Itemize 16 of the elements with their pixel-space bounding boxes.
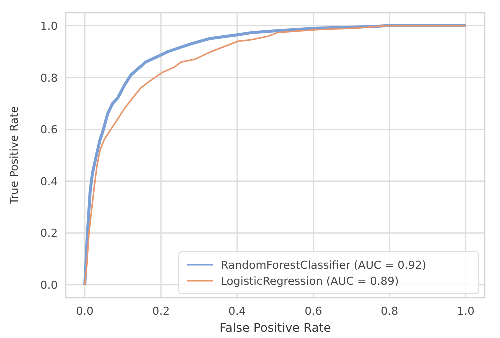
x-tick-label: 1.0 xyxy=(457,305,475,318)
y-tick-label: 0.8 xyxy=(40,72,58,85)
y-tick-label: 0.6 xyxy=(40,124,58,137)
legend-label: RandomForestClassifier (AUC = 0.92) xyxy=(221,259,427,272)
y-tick-label: 0.0 xyxy=(40,279,58,292)
x-tick-label: 0.2 xyxy=(152,305,170,318)
x-tick-label: 0.4 xyxy=(228,305,246,318)
legend-label: LogisticRegression (AUC = 0.89) xyxy=(221,275,400,288)
x-axis-title: False Positive Rate xyxy=(220,321,332,335)
y-tick-label: 1.0 xyxy=(40,20,58,33)
y-tick-label: 0.2 xyxy=(40,227,58,240)
x-tick-label: 0.8 xyxy=(381,305,399,318)
x-tick-label: 0.0 xyxy=(76,305,94,318)
x-tick-label: 0.6 xyxy=(304,305,322,318)
y-axis-title: True Positive Rate xyxy=(8,106,21,206)
y-tick-label: 0.4 xyxy=(40,175,58,188)
